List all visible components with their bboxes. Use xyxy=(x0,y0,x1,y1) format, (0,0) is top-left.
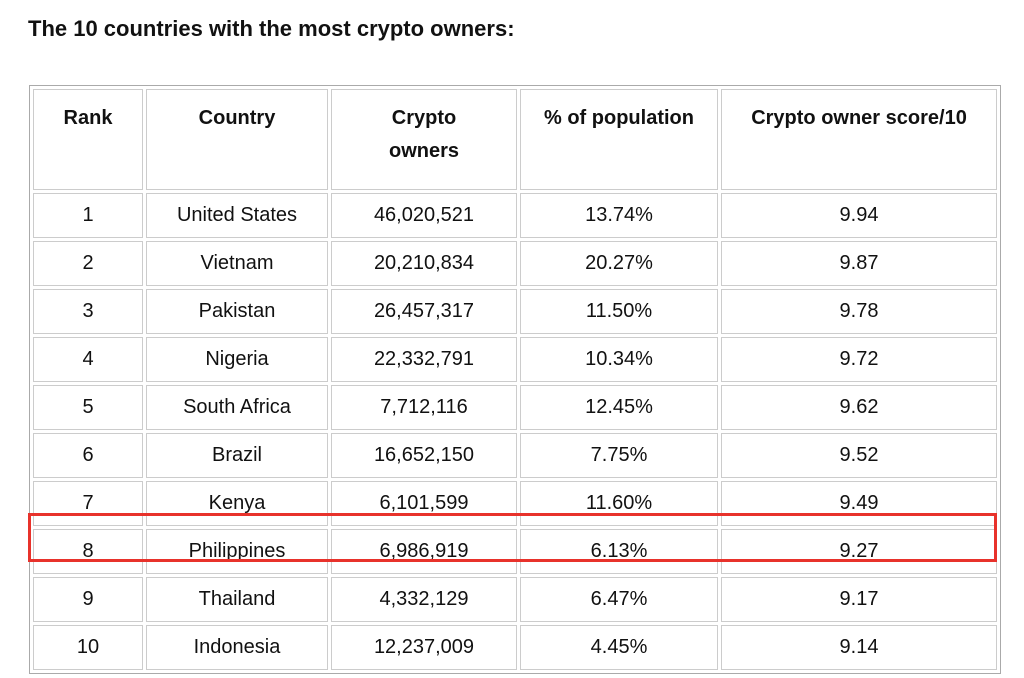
table-cell: 4 xyxy=(33,337,143,382)
table-cell: 4,332,129 xyxy=(331,577,517,622)
table-cell: 11.50% xyxy=(520,289,718,334)
table-cell: 1 xyxy=(33,193,143,238)
header-row: Rank Country Crypto owners% of population C… xyxy=(33,89,997,190)
table-cell: 6.13% xyxy=(520,529,718,574)
table-cell: 3 xyxy=(33,289,143,334)
table-cell: 9.52 xyxy=(721,433,997,478)
table-cell: 9.72 xyxy=(721,337,997,382)
header-cell: Rank xyxy=(33,89,143,190)
table-cell: 6,986,919 xyxy=(331,529,517,574)
table-cell: 20.27% xyxy=(520,241,718,286)
table-cell: 12.45% xyxy=(520,385,718,430)
header-cell: % of population xyxy=(520,89,718,190)
table-row: 10 Indonesia 12,237,009 4.45% 9.14 xyxy=(33,625,997,670)
table-cell: 6,101,599 xyxy=(331,481,517,526)
table-cell: 2 xyxy=(33,241,143,286)
table-cell: 10.34% xyxy=(520,337,718,382)
table-cell: Philippines xyxy=(146,529,328,574)
table-row: 9 Thailand 4,332,129 6.47% 9.17 xyxy=(33,577,997,622)
table-cell: 7 xyxy=(33,481,143,526)
table-cell: 10 xyxy=(33,625,143,670)
table-row: 6 Brazil 16,652,150 7.75% 9.52 xyxy=(33,433,997,478)
table-cell: 9.94 xyxy=(721,193,997,238)
table-row: 4 Nigeria 22,332,791 10.34% 9.72 xyxy=(33,337,997,382)
table-cell: South Africa xyxy=(146,385,328,430)
table-cell: 9.62 xyxy=(721,385,997,430)
table-cell: Brazil xyxy=(146,433,328,478)
header-cell: Crypto owners xyxy=(331,89,517,190)
table-row: 1 United States 46,020,521 13.74% 9.94 xyxy=(33,193,997,238)
table-cell: 13.74% xyxy=(520,193,718,238)
table-cell: 6.47% xyxy=(520,577,718,622)
table-cell: United States xyxy=(146,193,328,238)
table-cell: Pakistan xyxy=(146,289,328,334)
highlight-box xyxy=(28,513,997,562)
table-cell: 7.75% xyxy=(520,433,718,478)
table-cell: 9.78 xyxy=(721,289,997,334)
table-row: 8 Philippines 6,986,919 6.13% 9.27 xyxy=(33,529,997,574)
table-cell: Nigeria xyxy=(146,337,328,382)
table-cell: 9 xyxy=(33,577,143,622)
table-cell: 9.14 xyxy=(721,625,997,670)
table-cell: 46,020,521 xyxy=(331,193,517,238)
table-row: 2 Vietnam 20,210,834 20.27% 9.87 xyxy=(33,241,997,286)
table-cell: 8 xyxy=(33,529,143,574)
table-cell: 5 xyxy=(33,385,143,430)
table-cell: Indonesia xyxy=(146,625,328,670)
table-row: 7 Kenya 6,101,599 11.60% 9.49 xyxy=(33,481,997,526)
header-cell: Country xyxy=(146,89,328,190)
table-cell: Vietnam xyxy=(146,241,328,286)
table-cell: 4.45% xyxy=(520,625,718,670)
table-row: 3 Pakistan 26,457,317 11.50% 9.78 xyxy=(33,289,997,334)
table-cell: 9.17 xyxy=(721,577,997,622)
table-cell: 9.87 xyxy=(721,241,997,286)
table: Rank Country Crypto owners% of population C… xyxy=(29,85,1001,674)
header-cell: Crypto owner score/10 xyxy=(721,89,997,190)
table-cell: 20,210,834 xyxy=(331,241,517,286)
table-cell: 9.49 xyxy=(721,481,997,526)
table-cell: Kenya xyxy=(146,481,328,526)
table-cell: 7,712,116 xyxy=(331,385,517,430)
table-cell: 11.60% xyxy=(520,481,718,526)
title: The 10 countries with the most crypto ow… xyxy=(28,16,515,41)
table-cell: 12,237,009 xyxy=(331,625,517,670)
table-cell: 26,457,317 xyxy=(331,289,517,334)
table-cell: 22,332,791 xyxy=(331,337,517,382)
table-cell: 16,652,150 xyxy=(331,433,517,478)
table-cell: Thailand xyxy=(146,577,328,622)
table-cell: 6 xyxy=(33,433,143,478)
table-row: 5 South Africa 7,712,116 12.45% 9.62 xyxy=(33,385,997,430)
